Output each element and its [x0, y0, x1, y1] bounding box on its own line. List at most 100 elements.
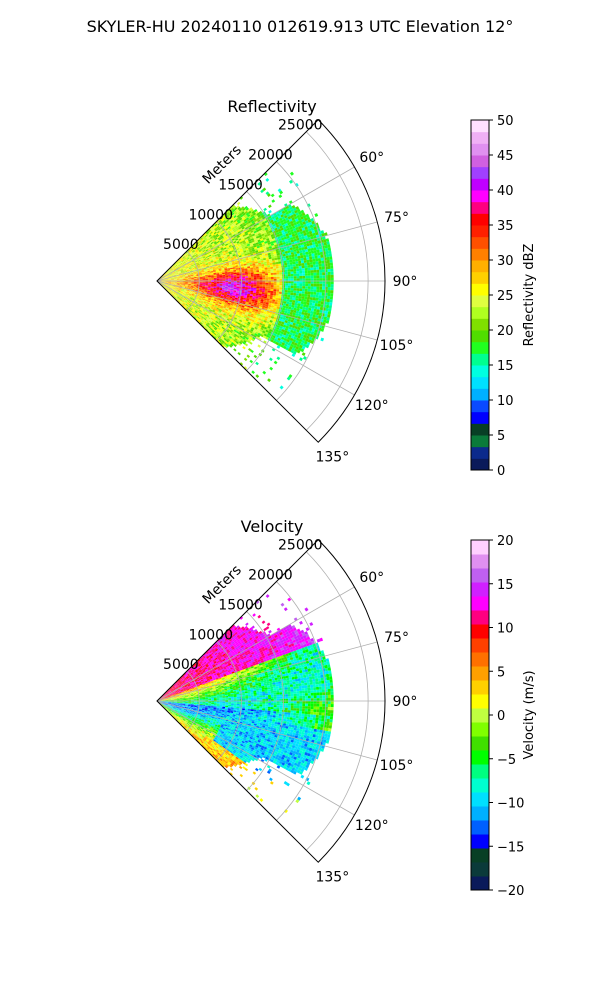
colorbar-segment	[471, 834, 489, 849]
colorbar-segment	[471, 388, 489, 401]
colorbar-tick-label: 10	[497, 394, 514, 409]
colorbar-tick-label: −5	[497, 753, 516, 768]
colorbar-segment	[471, 458, 489, 471]
colorbar-segment	[471, 820, 489, 835]
colorbar-segment	[471, 862, 489, 877]
colorbar-tick-label: 15	[497, 578, 514, 593]
colorbar-segment	[471, 764, 489, 779]
angle-tick-label: 120°	[355, 398, 389, 414]
range-tick-label: 25000	[278, 538, 323, 554]
colorbar-segment	[471, 318, 489, 331]
colorbar-segment	[471, 201, 489, 214]
colorbar-tick-label: 10	[497, 622, 514, 637]
angle-tick-label: 60°	[359, 150, 384, 166]
colorbar-segment	[471, 178, 489, 191]
colorbar-segment	[471, 722, 489, 737]
colorbar-segment	[471, 353, 489, 366]
colorbar-segment	[471, 778, 489, 793]
colorbar-segment	[471, 582, 489, 597]
sector-frame	[156, 119, 386, 443]
range-tick-label: 10000	[188, 207, 233, 223]
colorbar-tick-label: −20	[497, 884, 524, 899]
colorbar-segment	[471, 283, 489, 296]
colorbar-segment	[471, 271, 489, 284]
angle-tick-label: 135°	[315, 869, 349, 885]
colorbar-segment	[471, 848, 489, 863]
range-tick-label: 25000	[278, 118, 323, 134]
figure-title: SKYLER-HU 20240110 012619.913 UTC Elevat…	[87, 17, 514, 36]
colorbar-segment	[471, 143, 489, 156]
colorbar-segment	[471, 236, 489, 249]
colorbar-tick-label: 40	[497, 184, 514, 199]
colorbar-tick-label: −10	[497, 797, 524, 812]
angle-tick-label: 90°	[393, 694, 418, 710]
colorbar-label: Velocity (m/s)	[522, 670, 537, 759]
colorbar-segment	[471, 694, 489, 709]
angle-tick-label: 75°	[384, 630, 409, 646]
colorbar-segment	[471, 610, 489, 625]
colorbar-segment	[471, 423, 489, 436]
colorbar-tick-label: 45	[497, 149, 514, 164]
colorbar-segment	[471, 131, 489, 144]
colorbar-segment	[471, 213, 489, 226]
colorbar-segment	[471, 400, 489, 413]
radar-field	[159, 594, 334, 814]
colorbar-segment	[471, 446, 489, 459]
colorbar-segment	[471, 680, 489, 695]
range-tick-label: 20000	[248, 568, 293, 584]
colorbar-segment	[471, 248, 489, 261]
colorbar-segment	[471, 596, 489, 611]
angle-tick-label: 75°	[384, 210, 409, 226]
reflectivity-panel: Reflectivity500010000150002000025000Mete…	[156, 97, 537, 479]
polar-grid	[156, 551, 385, 851]
colorbar-segment	[471, 806, 489, 821]
angle-tick-label: 120°	[355, 818, 389, 834]
colorbar-tick-label: 20	[497, 324, 514, 339]
colorbar-tick-label: 20	[497, 534, 514, 549]
colorbar-tick-label: −15	[497, 840, 524, 855]
colorbar-segment	[471, 295, 489, 308]
colorbar-segment	[471, 568, 489, 583]
range-tick-label: 15000	[218, 597, 263, 613]
colorbar-segment	[471, 666, 489, 681]
colorbar-tick-label: 25	[497, 289, 514, 304]
radar-field	[159, 171, 334, 390]
polar-grid	[156, 131, 385, 431]
colorbar-tick-label: 35	[497, 219, 514, 234]
angle-tick-label: 60°	[359, 570, 384, 586]
colorbar-segment	[471, 792, 489, 807]
colorbar-tick-label: 50	[497, 114, 514, 129]
colorbar-segment	[471, 120, 489, 133]
colorbar-label: Reflectivity dBZ	[522, 244, 537, 347]
colorbar-tick-label: 5	[497, 429, 505, 444]
angle-tick-label: 90°	[393, 274, 418, 290]
angle-tick-label: 105°	[380, 758, 414, 774]
panel-title: Reflectivity	[227, 97, 316, 116]
colorbar-segment	[471, 341, 489, 354]
colorbar-segment	[471, 376, 489, 389]
colorbar-segment	[471, 540, 489, 555]
colorbar-segment	[471, 708, 489, 723]
range-tick-label: 15000	[218, 177, 263, 193]
colorbar-segment	[471, 736, 489, 751]
colorbar-segment	[471, 166, 489, 179]
colorbar-segment	[471, 260, 489, 273]
colorbar-segment	[471, 155, 489, 168]
colorbar-segment	[471, 652, 489, 667]
colorbar-segment	[471, 435, 489, 448]
colorbar-tick-label: 15	[497, 359, 514, 374]
sector-frame	[156, 539, 386, 863]
range-tick-label: 5000	[163, 657, 199, 673]
colorbar-segment	[471, 365, 489, 378]
range-tick-label: 20000	[248, 148, 293, 164]
angle-tick-label: 105°	[380, 338, 414, 354]
colorbar-tick-label: 30	[497, 254, 514, 269]
colorbar-segment	[471, 750, 489, 765]
colorbar-segment	[471, 638, 489, 653]
range-tick-label: 10000	[188, 627, 233, 643]
colorbar-segment	[471, 554, 489, 569]
colorbar-tick-label: 0	[497, 464, 505, 479]
panel-title: Velocity	[241, 517, 304, 536]
